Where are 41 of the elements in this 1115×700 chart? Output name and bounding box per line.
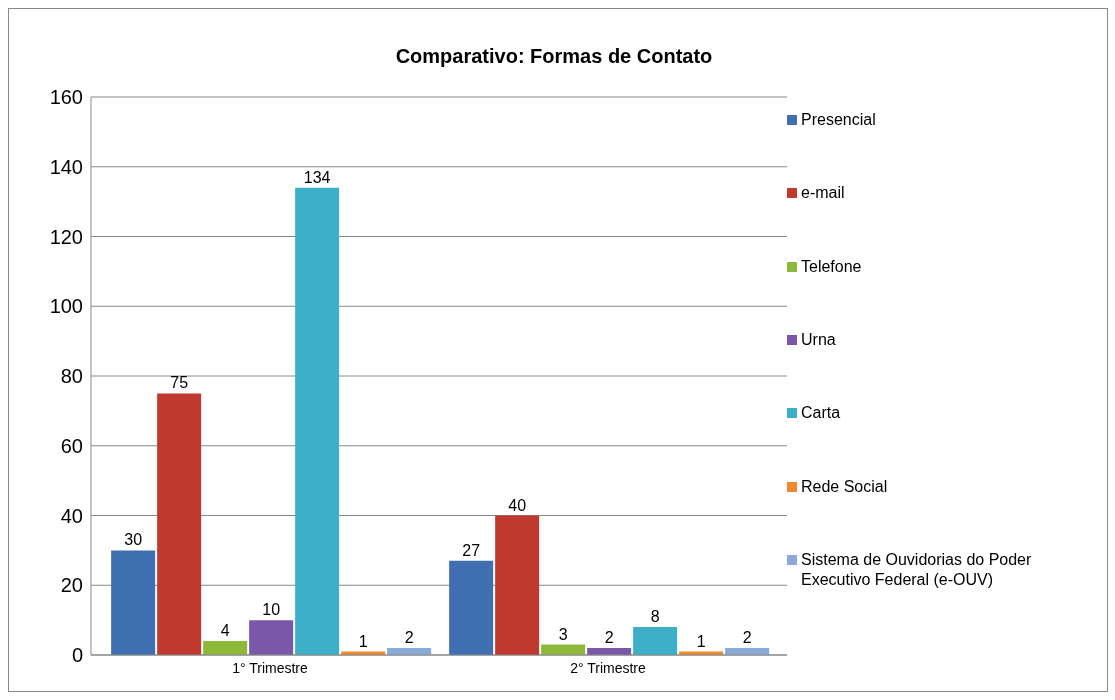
y-tick-label: 120 bbox=[49, 225, 83, 248]
legend-label: Urna bbox=[801, 330, 836, 350]
legend-label: Telefone bbox=[801, 256, 862, 277]
y-tick-label: 0 bbox=[71, 644, 83, 667]
data-label: 2 bbox=[742, 629, 752, 647]
data-label: 75 bbox=[170, 374, 189, 392]
y-tick-label: 80 bbox=[60, 365, 83, 388]
data-label: 1 bbox=[358, 632, 368, 650]
y-tick-label: 140 bbox=[49, 155, 83, 178]
y-tick-label: 60 bbox=[60, 434, 83, 457]
bar bbox=[449, 560, 494, 655]
legend-label: Rede Social bbox=[801, 476, 888, 497]
bar bbox=[249, 620, 294, 655]
bar bbox=[111, 550, 156, 655]
y-tick-label: 40 bbox=[60, 504, 83, 527]
bar bbox=[295, 187, 340, 655]
data-label: 1 bbox=[696, 632, 706, 650]
data-label: 30 bbox=[124, 531, 143, 549]
legend-label: Presencial bbox=[801, 110, 876, 130]
data-label: 2 bbox=[604, 629, 614, 647]
bar bbox=[495, 515, 540, 655]
bar bbox=[633, 627, 678, 655]
data-label: 27 bbox=[462, 541, 481, 559]
data-label: 10 bbox=[262, 601, 281, 619]
y-tick-label: 20 bbox=[60, 574, 83, 597]
data-label: 40 bbox=[508, 496, 527, 514]
x-tick-label: 2° Trimestre bbox=[570, 659, 647, 676]
data-label: 8 bbox=[650, 608, 660, 626]
legend-label: e-mail bbox=[801, 183, 845, 204]
x-tick-label: 1° Trimestre bbox=[232, 659, 309, 676]
y-tick-label: 160 bbox=[49, 86, 83, 109]
bar bbox=[157, 393, 202, 655]
data-label: 4 bbox=[220, 622, 230, 640]
legend-label: Sistema de Ouvidorias do Poder Executivo Federal (e-OUV) bbox=[801, 549, 1033, 590]
bar bbox=[203, 641, 248, 655]
data-label: 2 bbox=[404, 629, 414, 647]
y-tick-label: 100 bbox=[49, 295, 83, 318]
legend-label: Carta bbox=[801, 403, 841, 424]
data-label: 3 bbox=[558, 625, 568, 643]
data-label: 134 bbox=[303, 168, 331, 186]
chart-title: Comparativo: Formas de Contato bbox=[394, 45, 714, 68]
